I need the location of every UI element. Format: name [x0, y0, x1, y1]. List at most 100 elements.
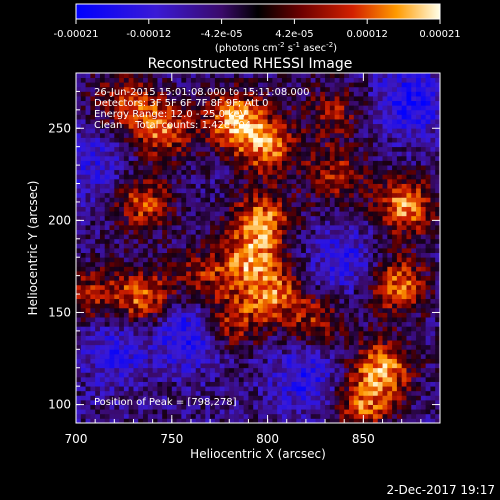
heatmap-pixel	[339, 317, 345, 323]
heatmap-pixel	[190, 413, 197, 419]
heatmap-pixel	[162, 211, 168, 217]
heatmap-pixel	[224, 418, 230, 424]
heatmap-pixel	[195, 335, 201, 341]
heatmap-pixel	[205, 367, 211, 373]
heatmap-pixel	[291, 372, 297, 378]
heatmap-pixel	[80, 234, 86, 240]
heatmap-pixel	[368, 399, 374, 405]
heatmap-pixel	[76, 399, 82, 405]
heatmap-pixel	[181, 363, 187, 369]
heatmap-pixel	[349, 381, 355, 387]
heatmap-pixel	[315, 399, 321, 405]
heatmap-pixel	[363, 386, 369, 392]
heatmap-pixel	[277, 390, 283, 396]
heatmap-pixel	[315, 390, 321, 396]
heatmap-pixel	[229, 363, 235, 369]
heatmap-pixel	[329, 128, 336, 134]
heatmap-pixel	[248, 266, 254, 272]
heatmap-pixel	[85, 418, 91, 424]
heatmap-pixel	[143, 215, 149, 221]
heatmap-pixel	[272, 77, 278, 83]
heatmap-pixel	[99, 119, 106, 125]
heatmap-pixel	[315, 215, 321, 221]
heatmap-pixel	[349, 146, 355, 152]
heatmap-pixel	[76, 376, 82, 382]
heatmap-pixel	[157, 169, 163, 175]
heatmap-pixel	[138, 123, 144, 129]
heatmap-pixel	[325, 307, 331, 313]
heatmap-pixel	[363, 280, 369, 286]
heatmap-pixel	[133, 220, 139, 226]
heatmap-pixel	[262, 372, 268, 378]
heatmap-pixel	[152, 266, 158, 272]
heatmap-pixel	[325, 340, 331, 346]
heatmap-pixel	[114, 335, 120, 341]
heatmap-pixel	[291, 192, 297, 198]
heatmap-pixel	[238, 413, 245, 419]
heatmap-pixel	[320, 248, 326, 254]
heatmap-pixel	[238, 358, 245, 364]
heatmap-pixel	[128, 197, 134, 203]
heatmap-pixel	[157, 146, 163, 152]
heatmap-pixel	[243, 77, 249, 83]
heatmap-pixel	[238, 399, 245, 405]
heatmap-pixel	[387, 418, 393, 424]
heatmap-pixel	[123, 404, 130, 410]
heatmap-pixel	[80, 169, 86, 175]
heatmap-pixel	[176, 105, 182, 111]
heatmap-pixel	[344, 418, 350, 424]
heatmap-pixel	[143, 280, 149, 286]
heatmap-pixel	[219, 317, 225, 323]
heatmap-pixel	[301, 123, 307, 129]
heatmap-pixel	[157, 307, 163, 313]
heatmap-pixel	[162, 294, 168, 300]
heatmap-pixel	[90, 178, 96, 184]
heatmap-pixel	[133, 109, 139, 115]
heatmap-pixel	[138, 340, 144, 346]
heatmap-pixel	[152, 367, 158, 373]
heatmap-pixel	[238, 169, 245, 175]
heatmap-pixel	[358, 91, 364, 97]
heatmap-pixel	[353, 257, 359, 263]
heatmap-pixel	[329, 234, 336, 240]
heatmap-pixel	[119, 271, 125, 277]
heatmap-pixel	[315, 257, 321, 263]
heatmap-pixel	[181, 386, 187, 392]
heatmap-pixel	[90, 372, 96, 378]
heatmap-pixel	[190, 275, 197, 281]
heatmap-pixel	[353, 344, 359, 350]
heatmap-pixel	[104, 307, 110, 313]
heatmap-pixel	[291, 137, 297, 143]
heatmap-pixel	[291, 409, 297, 415]
heatmap-pixel	[344, 234, 350, 240]
heatmap-pixel	[104, 271, 110, 277]
heatmap-pixel	[305, 100, 312, 106]
heatmap-pixel	[368, 257, 374, 263]
heatmap-pixel	[329, 77, 336, 83]
heatmap-pixel	[181, 390, 187, 396]
heatmap-pixel	[123, 294, 130, 300]
heatmap-pixel	[99, 91, 106, 97]
heatmap-pixel	[205, 261, 211, 267]
heatmap-pixel	[176, 358, 182, 364]
heatmap-pixel	[296, 376, 302, 382]
heatmap-pixel	[95, 96, 101, 102]
heatmap-pixel	[320, 266, 326, 272]
heatmap-pixel	[186, 211, 192, 217]
heatmap-pixel	[176, 335, 182, 341]
heatmap-pixel	[286, 201, 292, 207]
heatmap-pixel	[296, 340, 302, 346]
heatmap-pixel	[368, 155, 374, 161]
heatmap-pixel	[76, 381, 82, 387]
heatmap-pixel	[133, 100, 139, 106]
heatmap-pixel	[277, 284, 283, 290]
heatmap-pixel	[162, 330, 168, 336]
heatmap-pixel	[133, 91, 139, 97]
heatmap-pixel	[85, 363, 91, 369]
heatmap-pixel	[272, 294, 278, 300]
heatmap-pixel	[258, 188, 264, 194]
heatmap-pixel	[76, 289, 82, 295]
heatmap-pixel	[320, 128, 326, 134]
heatmap-pixel	[152, 409, 158, 415]
heatmap-pixel	[186, 151, 192, 157]
